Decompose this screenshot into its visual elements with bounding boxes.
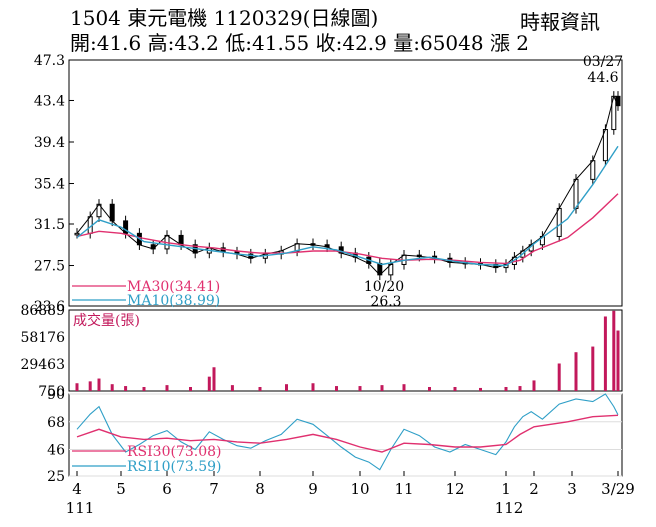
x-tick-label: 10 xyxy=(350,480,369,498)
volume-bar xyxy=(479,387,482,391)
volume-bar xyxy=(504,387,508,391)
volume-bar xyxy=(557,363,561,391)
price-panel-frame xyxy=(68,59,623,307)
rsi-y-tick-label: 25 xyxy=(47,469,65,485)
x-tick-label: 7 xyxy=(209,480,219,498)
x-tick-label: 9 xyxy=(308,480,318,498)
x-tick-label: 12 xyxy=(445,480,464,498)
volume-bar xyxy=(453,387,457,391)
price-y-tick-label: 47.3 xyxy=(34,53,65,69)
rsi-y-tick-label: 46 xyxy=(47,443,65,459)
price-y-tick-label: 31.5 xyxy=(34,217,65,233)
x-year-label: 112 xyxy=(495,499,524,517)
volume-bar xyxy=(189,387,192,391)
volume-panel-label: 成交量(張) xyxy=(73,312,140,329)
high-annotation-date: 03/27 xyxy=(583,54,623,70)
x-tick-label: 1 xyxy=(501,480,511,498)
volume-bar xyxy=(358,386,362,391)
chart-title: 1504 東元電機 1120329(日線圖) xyxy=(70,6,379,30)
volume-bar xyxy=(574,352,578,391)
volume-bar xyxy=(75,383,79,391)
high-annotation-value: 44.6 xyxy=(587,70,618,86)
candle-body xyxy=(74,232,80,236)
volume-bar xyxy=(532,380,536,391)
volume-bar xyxy=(591,346,595,391)
volume-bar xyxy=(428,387,431,391)
ohlc-summary: 開:41.6 高:43.2 低:41.55 收:42.9 量:65048 漲 2 xyxy=(70,31,530,55)
volume-bar xyxy=(124,386,128,391)
volume-bar xyxy=(207,376,211,391)
volume-y-tick-label: 86889 xyxy=(20,303,65,319)
volume-bar xyxy=(380,385,384,391)
low-annotation-value: 26.3 xyxy=(370,294,401,310)
rsi-legend-label: RSI10(73.59) xyxy=(127,459,221,475)
volume-bar xyxy=(230,385,234,391)
rsi10-line xyxy=(76,393,619,471)
source-label: 時報資訊 xyxy=(520,10,600,34)
volume-bar xyxy=(335,386,338,391)
price-y-tick-label: 27.5 xyxy=(34,259,65,275)
candle-body xyxy=(573,178,579,209)
volume-bar xyxy=(88,381,92,391)
price-legend-label: MA30(34.41) xyxy=(127,279,220,295)
candle-body xyxy=(615,95,621,107)
price-close-line xyxy=(76,94,619,276)
volume-bar xyxy=(603,316,607,391)
volume-bar xyxy=(518,386,522,391)
price-y-tick-label: 23.6 xyxy=(34,299,65,315)
rsi-y-tick-label: 68 xyxy=(47,415,65,431)
x-tick-label: 4 xyxy=(72,480,82,498)
x-tick-label: 5 xyxy=(116,480,126,498)
volume-bar xyxy=(165,385,169,391)
price-y-tick-label: 35.4 xyxy=(34,177,65,193)
volume-bar xyxy=(402,384,406,391)
rsi30-line xyxy=(76,414,619,453)
ma30-line xyxy=(76,193,619,265)
volume-bar xyxy=(110,384,114,391)
volume-bar xyxy=(616,330,620,391)
volume-bar xyxy=(142,387,146,391)
x-tick-label: 3 xyxy=(567,480,577,498)
volume-bar xyxy=(311,383,315,391)
volume-bar xyxy=(258,387,262,391)
rsi-y-tick-label: 90 xyxy=(47,387,65,403)
candle-body xyxy=(590,160,596,180)
x-tick-label: 11 xyxy=(394,480,413,498)
x-tick-label: 8 xyxy=(255,480,265,498)
volume-bar xyxy=(212,367,216,391)
low-annotation-date: 10/20 xyxy=(364,279,404,295)
candle-body xyxy=(556,207,562,237)
x-tick-label: 2 xyxy=(529,480,539,498)
volume-y-tick-label: 58176 xyxy=(20,330,65,346)
x-tick-label: 6 xyxy=(162,480,172,498)
volume-bar xyxy=(612,310,616,391)
volume-bar xyxy=(97,378,101,391)
price-y-tick-label: 39.4 xyxy=(34,135,65,151)
x-tick-label: 3/29 xyxy=(601,480,635,498)
volume-panel-frame xyxy=(68,309,623,392)
ma10-line xyxy=(76,145,619,267)
volume-bar xyxy=(285,384,288,391)
rsi-legend-label: RSI30(73.08) xyxy=(127,444,221,460)
volume-y-tick-label: 750 xyxy=(38,384,65,400)
volume-y-tick-label: 29463 xyxy=(20,357,65,373)
x-year-label: 111 xyxy=(66,499,95,517)
price-legend-label: MA10(38.99) xyxy=(127,293,220,309)
price-y-tick-label: 43.4 xyxy=(34,93,65,109)
